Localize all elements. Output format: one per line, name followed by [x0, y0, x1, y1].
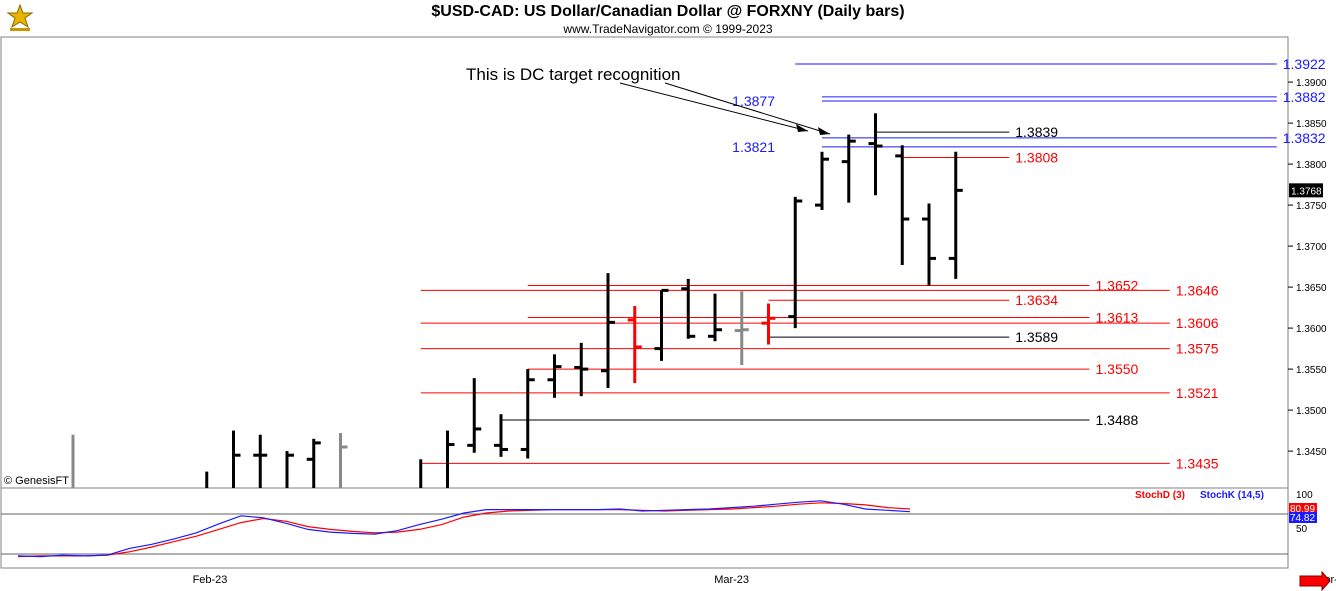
level-label: 1.3652	[1096, 277, 1139, 293]
stoch-legend-label: StochD (3)	[1135, 490, 1185, 501]
y-tick-label: 1.3900	[1296, 78, 1327, 89]
stoch-series-line	[17, 502, 911, 558]
stoch-tick-label: 50	[1296, 524, 1308, 535]
scroll-right-arrow-icon[interactable]	[1299, 570, 1331, 591]
stoch-panel	[0, 487, 1289, 569]
level-label: 1.3808	[1015, 150, 1058, 166]
title-bar: $USD-CAD: US Dollar/Canadian Dollar @ FO…	[0, 0, 1336, 37]
level-label: 1.3550	[1096, 361, 1139, 377]
y-tick-label: 1.3700	[1296, 242, 1327, 253]
level-label: 1.3613	[1096, 309, 1139, 325]
level-label: 1.3575	[1176, 341, 1219, 357]
y-tick-label: 1.3650	[1296, 283, 1327, 294]
level-label: 1.3646	[1176, 282, 1219, 298]
x-tick-label: Feb-23	[193, 574, 228, 586]
bars-layer	[71, 113, 963, 488]
stoch-tick-label: 100	[1296, 490, 1313, 501]
level-label: 1.3839	[1015, 124, 1058, 140]
axis-layer: 1.3450 1.3500 1.3550 1.3600 1.3650 1.3700 1.37…	[193, 78, 1336, 586]
level-label: 1.3634	[1015, 292, 1058, 308]
chart-title: $USD-CAD: US Dollar/Canadian Dollar @ FO…	[431, 3, 905, 20]
level-label: 1.3821	[732, 139, 775, 155]
level-label: 1.3882	[1283, 89, 1326, 105]
level-label: 1.3488	[1096, 412, 1139, 428]
stoch-legend-label: StochK (14,5)	[1200, 490, 1264, 501]
y-tick-label: 1.3800	[1296, 160, 1327, 171]
level-label: 1.3589	[1015, 329, 1058, 345]
y-tick-label: 1.3500	[1296, 406, 1327, 417]
level-label: 1.3922	[1283, 56, 1326, 72]
y-tick-label: 1.3600	[1296, 324, 1327, 335]
last-price-badge	[1289, 183, 1323, 198]
x-tick-label: Mar-23	[714, 574, 749, 586]
stoch-value-label: 74.82	[1290, 513, 1315, 524]
chart-subtitle: www.TradeNavigator.com © 1999-2023	[563, 22, 773, 36]
stoch-value-badge	[1289, 503, 1317, 514]
level-label: 1.3877	[732, 93, 775, 109]
stoch-value-label: 80.99	[1290, 504, 1315, 515]
price-panel	[0, 36, 1289, 489]
y-tick-label: 1.3850	[1296, 119, 1327, 130]
trade-navigator-logo	[4, 3, 36, 38]
last-price-label: 1.3768	[1291, 186, 1322, 197]
level-label: 1.3521	[1176, 385, 1219, 401]
y-tick-label: 1.3750	[1296, 201, 1327, 212]
genesis-credit: © GenesisFT	[4, 475, 69, 487]
level-label: 1.3435	[1176, 455, 1219, 471]
y-tick-label: 1.3550	[1296, 365, 1327, 376]
annotation-arrows	[619, 82, 831, 135]
stoch-series-line	[17, 500, 911, 558]
y-tick-label: 1.3450	[1296, 447, 1327, 458]
stoch-value-badge	[1289, 512, 1317, 523]
level-label: 1.3606	[1176, 315, 1219, 331]
stoch-layer: 100 50 StochD (3) 80.99 StochK (14,5) 74.82	[17, 490, 1317, 558]
annotation-text: This is DC target recognition	[466, 65, 680, 84]
level-label: 1.3832	[1283, 130, 1326, 146]
